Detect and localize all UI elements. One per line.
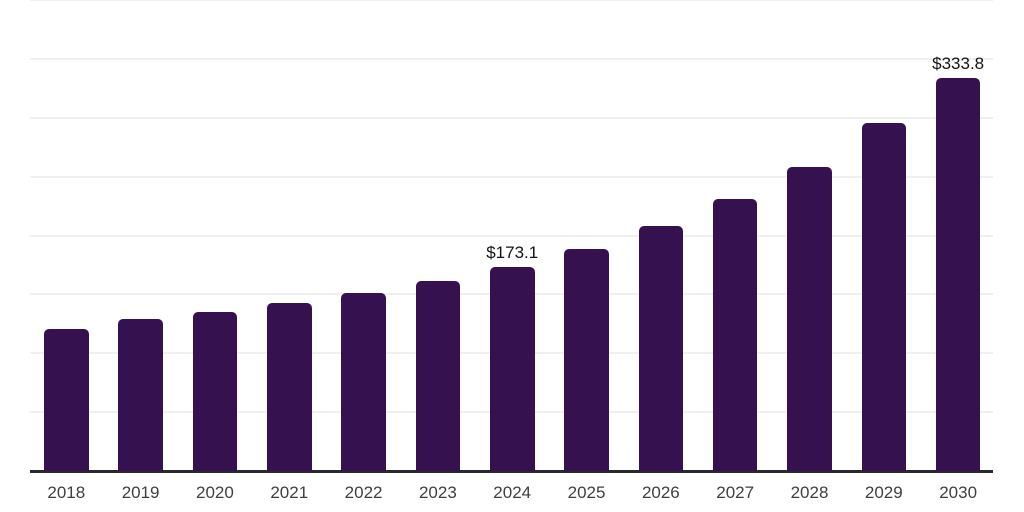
bar-2023 (415, 281, 461, 471)
x-tick-label-2024: 2024 (493, 483, 532, 502)
bar-2028 (787, 166, 832, 471)
bar-2030 (935, 77, 981, 471)
bar-2020 (192, 312, 238, 471)
bar-2019 (118, 318, 163, 471)
bar-2018 (44, 328, 89, 471)
bar-2025 (564, 248, 609, 471)
x-tick-label-2023: 2023 (418, 483, 457, 502)
x-tick-label-2026: 2026 (641, 483, 680, 502)
bar-2022 (341, 292, 386, 471)
bar-2026 (638, 226, 684, 471)
gridline-200 (30, 234, 993, 237)
x-tick-label-2027: 2027 (716, 483, 755, 502)
plot-area: $173.1 $333.8 (30, 0, 993, 473)
x-tick-label-2028: 2028 (790, 483, 829, 502)
x-tick-label-2025: 2025 (567, 483, 606, 502)
x-tick-label-2018: 2018 (47, 483, 86, 502)
gridline-300 (30, 116, 993, 119)
data-label-2024: $173.1 (486, 243, 539, 263)
bar-2027 (712, 198, 758, 471)
x-tick-label-2021: 2021 (270, 483, 309, 502)
x-axis-line (30, 470, 993, 473)
x-tick-label-2030: 2030 (939, 483, 978, 502)
x-axis: 2018 2019 2020 2021 2022 2023 2024 2025 2026 2027… (0, 484, 1024, 506)
bar-2021 (266, 303, 312, 471)
x-tick-label-2029: 2029 (864, 483, 903, 502)
x-tick-label-2020: 2020 (196, 483, 234, 502)
gridline-400 (30, 0, 993, 1)
data-label-2030: $333.8 (932, 53, 985, 73)
gridline-250 (30, 175, 993, 178)
gridline-350 (30, 57, 993, 60)
bar-2024 (489, 267, 535, 471)
bar-2029 (861, 123, 907, 471)
x-tick-label-2019: 2019 (121, 483, 160, 502)
x-tick-label-2022: 2022 (344, 483, 383, 502)
